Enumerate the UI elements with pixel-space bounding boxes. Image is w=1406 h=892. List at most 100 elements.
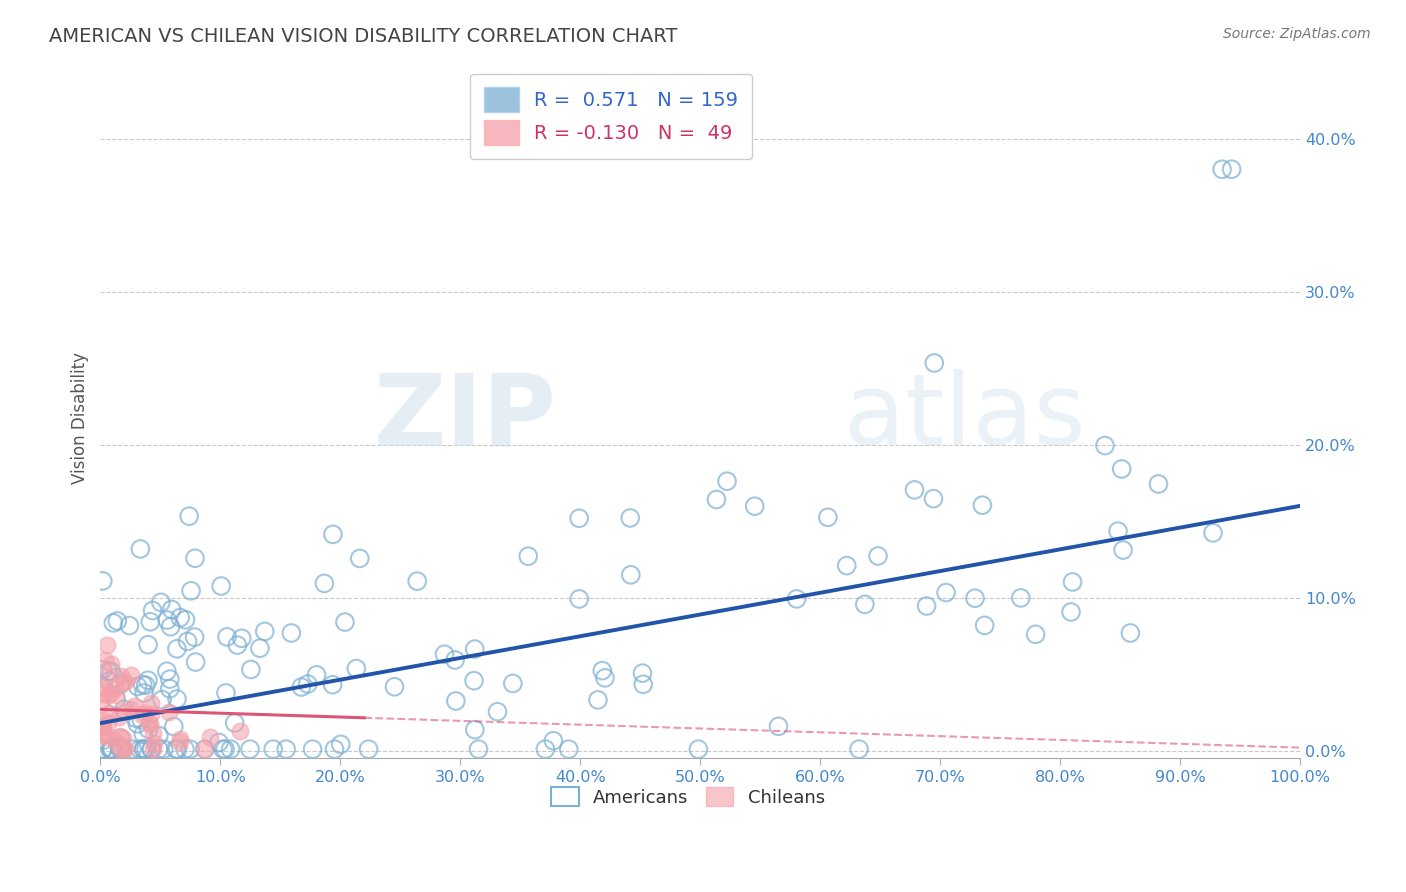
Point	[183, 630, 205, 644]
Point	[141, 706, 163, 721]
Point	[208, 735, 231, 749]
Point	[193, 742, 215, 756]
Point	[108, 739, 131, 754]
Point	[558, 742, 581, 756]
Point	[280, 626, 302, 640]
Point	[1094, 439, 1116, 453]
Point	[127, 680, 149, 694]
Point	[631, 677, 654, 691]
Point	[866, 549, 889, 563]
Point	[591, 664, 613, 678]
Text: atlas: atlas	[844, 369, 1085, 467]
Point	[215, 686, 238, 700]
Point	[159, 681, 181, 696]
Point	[301, 742, 323, 756]
Point	[333, 615, 356, 629]
Point	[135, 678, 157, 692]
Point	[105, 692, 128, 706]
Point	[963, 591, 986, 606]
Point	[114, 675, 136, 690]
Point	[138, 723, 160, 737]
Point	[118, 618, 141, 632]
Point	[136, 673, 159, 688]
Point	[179, 742, 201, 756]
Point	[768, 719, 790, 733]
Point	[534, 742, 557, 756]
Point	[139, 615, 162, 629]
Point	[129, 742, 152, 756]
Text: Source: ZipAtlas.com: Source: ZipAtlas.com	[1223, 27, 1371, 41]
Point	[152, 742, 174, 756]
Point	[132, 742, 155, 756]
Point	[163, 720, 186, 734]
Point	[110, 731, 132, 746]
Point	[110, 669, 132, 683]
Point	[90, 726, 112, 740]
Y-axis label: Vision Disability: Vision Disability	[72, 351, 89, 483]
Point	[94, 653, 117, 667]
Point	[464, 642, 486, 657]
Point	[120, 702, 142, 716]
Point	[141, 742, 163, 756]
Point	[1119, 626, 1142, 640]
Point	[486, 705, 509, 719]
Point	[134, 706, 156, 720]
Point	[111, 731, 134, 746]
Point	[276, 742, 298, 756]
Point	[229, 724, 252, 739]
Point	[239, 663, 262, 677]
Point	[91, 663, 114, 677]
Point	[91, 742, 114, 756]
Point	[131, 708, 153, 723]
Point	[90, 720, 112, 734]
Point	[91, 681, 114, 695]
Point	[101, 742, 124, 756]
Point	[198, 730, 221, 744]
Point	[568, 591, 591, 606]
Point	[1062, 574, 1084, 589]
Point	[96, 715, 118, 730]
Point	[215, 630, 238, 644]
Point	[214, 742, 236, 756]
Point	[149, 595, 172, 609]
Point	[98, 742, 121, 756]
Point	[142, 603, 165, 617]
Point	[290, 680, 312, 694]
Point	[142, 725, 165, 739]
Point	[323, 742, 346, 756]
Point	[314, 576, 336, 591]
Point	[157, 706, 180, 720]
Point	[114, 742, 136, 756]
Point	[464, 723, 486, 737]
Point	[94, 670, 117, 684]
Point	[165, 742, 187, 756]
Point	[169, 610, 191, 624]
Point	[90, 693, 112, 707]
Point	[1202, 525, 1225, 540]
Point	[111, 704, 134, 718]
Point	[121, 742, 143, 756]
Text: AMERICAN VS CHILEAN VISION DISABILITY CORRELATION CHART: AMERICAN VS CHILEAN VISION DISABILITY CO…	[49, 27, 678, 45]
Point	[160, 602, 183, 616]
Point	[1220, 162, 1243, 177]
Point	[786, 591, 808, 606]
Point	[127, 717, 149, 731]
Point	[568, 511, 591, 525]
Point	[249, 641, 271, 656]
Point	[209, 579, 232, 593]
Point	[166, 742, 188, 756]
Point	[90, 719, 112, 733]
Point	[139, 717, 162, 731]
Point	[224, 715, 246, 730]
Point	[100, 664, 122, 678]
Point	[93, 720, 115, 734]
Point	[620, 567, 643, 582]
Point	[239, 742, 262, 756]
Point	[1112, 543, 1135, 558]
Point	[444, 694, 467, 708]
Point	[212, 742, 235, 756]
Point	[194, 742, 217, 756]
Point	[169, 734, 191, 748]
Point	[100, 742, 122, 756]
Point	[120, 668, 142, 682]
